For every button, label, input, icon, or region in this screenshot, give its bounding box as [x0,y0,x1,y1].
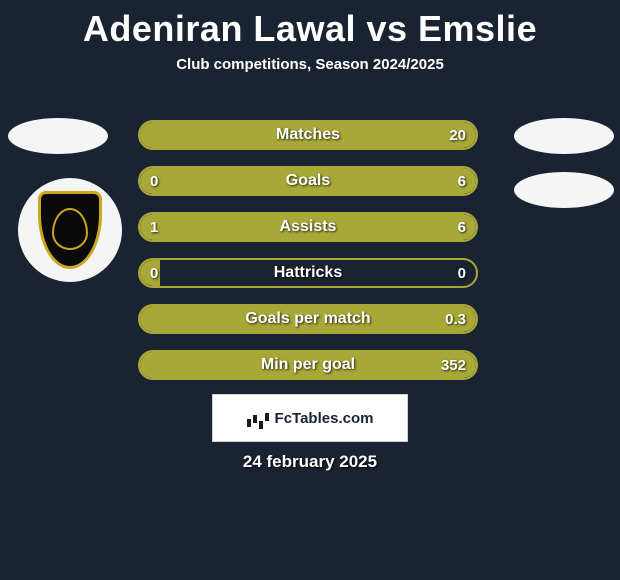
stat-label: Min per goal [261,356,355,374]
player-right-avatar-2 [514,172,614,208]
stat-row: Min per goal 352 [138,350,478,380]
stat-value-right: 352 [441,357,466,374]
player-left-avatar [8,118,108,154]
page-title: Adeniran Lawal vs Emslie [0,0,620,50]
footer-brand-text: FcTables.com [275,410,374,427]
stat-row: Matches 20 [138,120,478,150]
stat-value-left: 1 [150,219,158,236]
stat-label: Goals per match [245,310,370,328]
stats-container: Matches 20 0 Goals 6 1 Assists 6 0 Hattricks 0 Goal… [138,120,478,396]
stat-value-right: 20 [449,127,466,144]
player-right-avatar-1 [514,118,614,154]
stat-row: 0 Hattricks 0 [138,258,478,288]
shield-icon [38,191,102,269]
club-badge [18,178,122,282]
stat-label: Goals [286,172,330,190]
stat-value-right: 6 [458,219,466,236]
footer-brand-badge[interactable]: FcTables.com [212,394,408,442]
stat-label: Matches [276,126,340,144]
stat-row: Goals per match 0.3 [138,304,478,334]
stat-label: Hattricks [274,264,342,282]
stat-fill-left [140,214,187,240]
stat-value-right: 6 [458,173,466,190]
bars-icon [247,409,269,427]
stat-value-left: 0 [150,173,158,190]
subtitle: Club competitions, Season 2024/2025 [0,56,620,73]
stat-value-right: 0 [458,265,466,282]
stat-row: 0 Goals 6 [138,166,478,196]
date-label: 24 february 2025 [0,452,620,472]
stat-label: Assists [280,218,337,236]
stat-value-right: 0.3 [445,311,466,328]
stat-row: 1 Assists 6 [138,212,478,242]
stat-value-left: 0 [150,265,158,282]
